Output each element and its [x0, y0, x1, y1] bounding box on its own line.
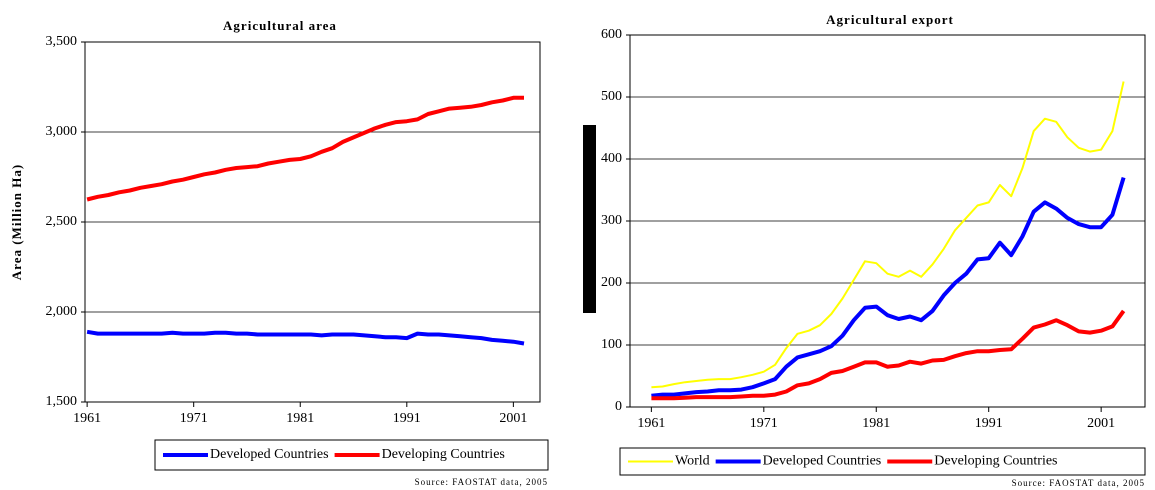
source-note: Source: FAOSTAT data, 2005	[1012, 478, 1145, 488]
x-tick-label: 1991	[975, 416, 1003, 431]
legend-label: Developed Countries	[210, 447, 329, 462]
series-line	[651, 309, 1126, 401]
x-tick-label: 1961	[637, 416, 665, 431]
y-tick-label: 2,500	[46, 214, 78, 229]
x-tick-label: 1971	[750, 416, 778, 431]
legend-label: World	[675, 454, 710, 469]
series-line	[651, 81, 1125, 389]
y-tick-label: 3,500	[46, 34, 78, 49]
legend-label: Developing Countries	[934, 454, 1057, 469]
series-line	[86, 95, 524, 202]
plot-frame	[629, 34, 1146, 408]
x-tick-label: 2001	[1087, 416, 1115, 431]
legend-label: Developed Countries	[763, 454, 882, 469]
y-tick-label: 500	[601, 89, 622, 104]
y-tick-label: 200	[601, 275, 622, 290]
y-tick-label: 0	[615, 399, 622, 414]
y-tick-label: 3,000	[46, 124, 78, 139]
y-tick-label: 600	[601, 27, 622, 42]
series-line	[651, 177, 1126, 398]
x-tick-label: 2001	[499, 411, 527, 426]
x-tick-label: 1961	[73, 411, 101, 426]
y-tick-label: 400	[601, 151, 622, 166]
x-tick-label: 1981	[862, 416, 890, 431]
black-bar	[583, 125, 596, 313]
series-line	[86, 329, 525, 346]
source-note: Source: FAOSTAT data, 2005	[415, 477, 548, 487]
y-tick-label: 1,500	[46, 394, 78, 409]
legend-box	[619, 447, 1146, 476]
chart-title: Agricultural export	[826, 12, 954, 27]
legend-label: Developing Countries	[382, 447, 505, 462]
x-tick-label: 1981	[286, 411, 314, 426]
x-tick-label: 1991	[393, 411, 421, 426]
chart-title: Agricultural area	[223, 18, 337, 33]
y-axis-label: Area (Million Ha)	[9, 164, 24, 280]
y-tick-label: 100	[601, 337, 622, 352]
y-tick-label: 2,000	[46, 304, 78, 319]
y-tick-label: 300	[601, 213, 622, 228]
x-tick-label: 1971	[180, 411, 208, 426]
plot-frame	[84, 41, 541, 403]
